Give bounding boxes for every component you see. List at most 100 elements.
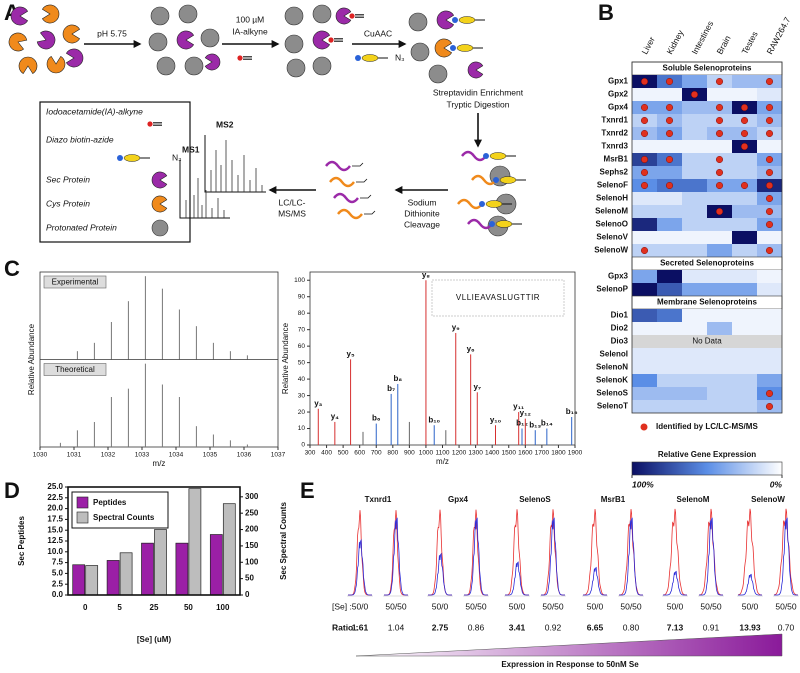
legend-text: Sec Protein xyxy=(46,174,90,184)
step-label: Cleavage xyxy=(404,219,440,229)
heat-cell xyxy=(732,309,757,322)
probe-glyph xyxy=(364,210,376,215)
heat-cell xyxy=(682,309,707,322)
probe-glyph xyxy=(352,162,364,167)
protein-glyph xyxy=(428,64,448,84)
ratio-value: 1.61 xyxy=(352,622,369,632)
protein-glyph xyxy=(36,30,56,50)
heat-cell xyxy=(632,192,657,205)
y-tick-label: 50 xyxy=(298,359,306,366)
heat-cell xyxy=(632,231,657,244)
bar xyxy=(119,552,133,596)
bar xyxy=(175,542,189,596)
y-tick-label: 70 xyxy=(298,326,306,333)
protein-name: MsrB1 xyxy=(601,495,626,504)
row-label: Ratio : xyxy=(332,622,359,632)
ion-label: y₇ xyxy=(473,382,481,391)
peptide-glyph xyxy=(471,174,497,186)
heat-cell xyxy=(732,75,757,88)
heat-cell xyxy=(682,322,707,335)
row-label: Gpx4 xyxy=(608,103,629,112)
y2-tick-label: 50 xyxy=(245,574,254,583)
protein-glyph xyxy=(176,30,195,50)
heat-cell xyxy=(657,218,682,231)
heat-cell xyxy=(632,335,657,348)
heat-cell xyxy=(657,140,682,153)
chromatogram-trace xyxy=(428,552,452,596)
heat-cell xyxy=(707,244,732,257)
ion-label: y₅ xyxy=(347,349,355,358)
probe-glyph xyxy=(237,55,243,61)
x-tick-label: 5 xyxy=(117,603,122,612)
bar xyxy=(106,560,120,596)
protein-glyph xyxy=(312,30,331,50)
protein-glyph xyxy=(148,32,168,52)
y-tick-label: 12.5 xyxy=(47,536,63,545)
probe-glyph xyxy=(243,56,252,60)
row-label: SelenoV xyxy=(596,233,628,242)
heat-cell xyxy=(682,218,707,231)
peptide-glyph xyxy=(329,176,355,188)
identified-dot xyxy=(641,116,649,124)
identified-dot xyxy=(766,168,774,176)
row-label: Dio3 xyxy=(611,337,629,346)
identified-dot xyxy=(766,155,774,163)
row-label: Sephs2 xyxy=(600,168,629,177)
row-label: SelenoN xyxy=(596,363,628,372)
identified-dot xyxy=(641,77,649,85)
protein-glyph xyxy=(467,61,484,79)
heat-cell xyxy=(707,348,732,361)
probe-glyph xyxy=(495,220,513,228)
column-label: Brain xyxy=(714,34,732,56)
protein-glyph xyxy=(10,6,29,26)
heat-cell xyxy=(757,361,782,374)
column-label: Testes xyxy=(739,30,759,56)
legend-text: Spectral Counts xyxy=(93,513,155,522)
ion-label: b₁₃ xyxy=(529,420,541,429)
legend-dot xyxy=(640,423,648,431)
protein-glyph xyxy=(436,10,455,30)
x-tick-label: 700 xyxy=(371,450,382,457)
probe-glyph xyxy=(361,54,379,62)
protein-name: SelenoW xyxy=(751,495,785,504)
heat-cell xyxy=(732,283,757,296)
heat-cell xyxy=(707,231,732,244)
probe-glyph xyxy=(483,153,489,159)
identified-dot xyxy=(766,181,774,189)
x-tick-label: 500 xyxy=(338,450,349,457)
step-label: Tryptic Digestion xyxy=(447,99,510,109)
identified-dot xyxy=(741,181,749,189)
ion-label: y₈ xyxy=(422,270,430,279)
heat-cell xyxy=(732,387,757,400)
heat-cell xyxy=(632,322,657,335)
ion-label: b₆ xyxy=(372,414,381,423)
legend-text: Identified by LC/LC-MS/MS xyxy=(656,422,758,431)
heat-cell xyxy=(707,88,732,101)
y2-tick-label: 150 xyxy=(245,541,259,550)
condition-label: 50/50 xyxy=(775,601,797,611)
chromatogram-trace xyxy=(619,509,643,596)
protein-glyph xyxy=(8,32,28,52)
ratio-value: 0.86 xyxy=(468,622,485,632)
step-label: LC/LC- xyxy=(279,197,306,207)
identified-dot xyxy=(666,181,674,189)
y-tick-label: 5.0 xyxy=(52,569,64,578)
ratio-value: 0.80 xyxy=(623,622,640,632)
chromatogram-trace xyxy=(348,510,372,596)
bar xyxy=(141,542,154,596)
protein-glyph xyxy=(284,6,304,26)
protein-name: Txnrd1 xyxy=(365,495,392,504)
condition-label: 50/0 xyxy=(509,601,526,611)
x-tick-label: 1800 xyxy=(551,450,566,457)
heat-cell xyxy=(682,205,707,218)
heat-cell xyxy=(732,153,757,166)
row-label: SelenoT xyxy=(597,402,628,411)
heat-cell xyxy=(657,374,682,387)
row-label: SelenoF xyxy=(597,181,628,190)
heat-cell xyxy=(682,270,707,283)
ion-label: y₉ xyxy=(452,323,460,332)
probe-glyph xyxy=(117,155,123,161)
identified-dot xyxy=(716,155,724,163)
identified-dot xyxy=(766,77,774,85)
protein-glyph xyxy=(156,56,176,76)
